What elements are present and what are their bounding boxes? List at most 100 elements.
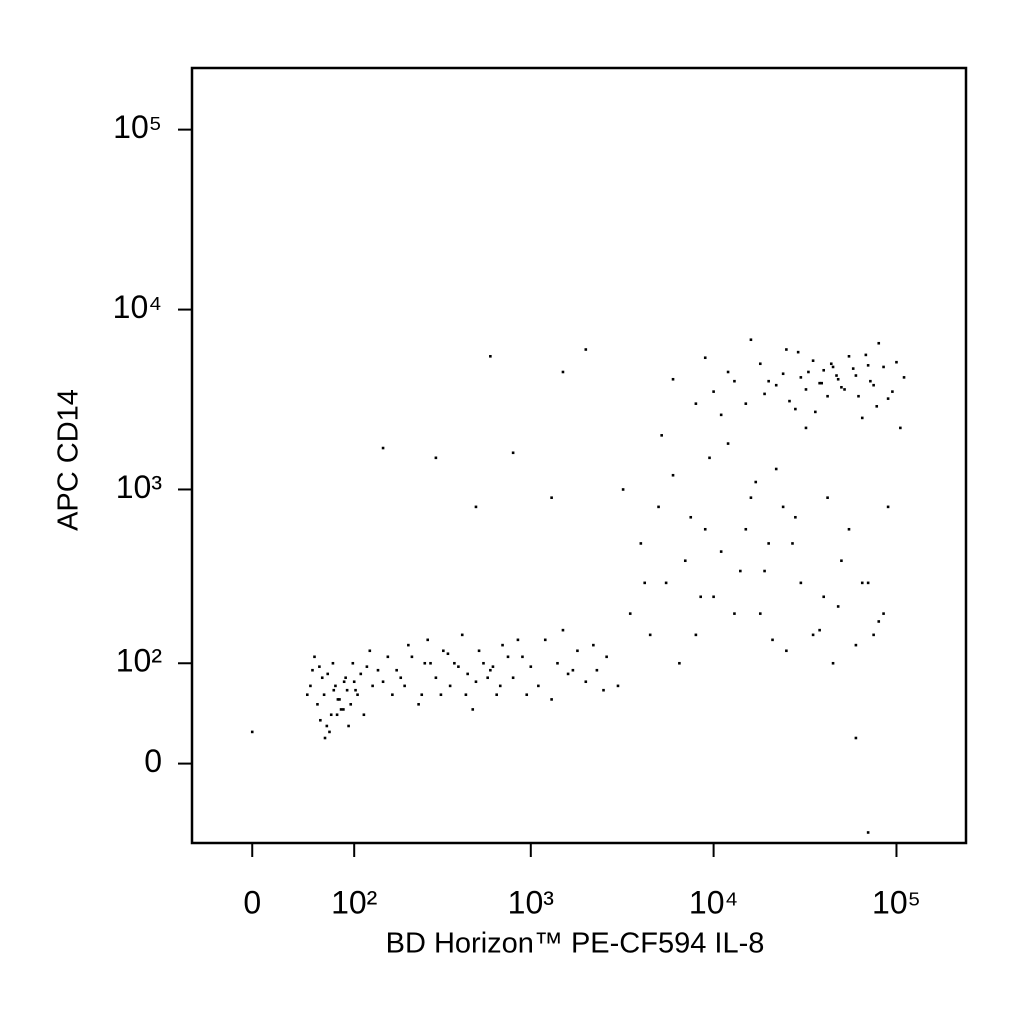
dot [771, 638, 774, 642]
x-axis-label: BD Horizon™ PE-CF594 IL-8 [386, 928, 765, 960]
dot [429, 661, 432, 665]
dot [550, 496, 553, 499]
dot [895, 360, 898, 364]
dot [457, 665, 460, 668]
dot [835, 374, 838, 377]
dot [313, 655, 316, 659]
dot [365, 665, 369, 668]
dot [854, 736, 858, 740]
dot [794, 407, 797, 411]
dot [464, 693, 468, 697]
dot [584, 680, 588, 684]
dot [474, 680, 478, 684]
dot [322, 693, 326, 697]
dot [822, 595, 825, 599]
dot [543, 638, 547, 642]
dot [471, 708, 475, 711]
dot [639, 542, 643, 545]
dot [325, 724, 329, 728]
dot [796, 350, 800, 354]
y-tick-label: 10³ [116, 469, 163, 505]
y-tick-label: 10⁴ [113, 289, 162, 325]
dot [689, 515, 693, 519]
dot [495, 693, 498, 697]
y-tick-label: 10² [116, 643, 163, 679]
dot [381, 446, 385, 450]
dot [857, 394, 860, 398]
dot [477, 649, 481, 653]
dot [561, 370, 565, 374]
dot [561, 628, 565, 632]
dot [339, 708, 343, 711]
dot [781, 372, 785, 376]
dot [788, 399, 791, 403]
dot [882, 365, 885, 369]
dot [359, 672, 363, 676]
dot [860, 416, 864, 420]
dot [785, 649, 788, 653]
dot [592, 643, 595, 647]
dot [323, 736, 327, 740]
dot [886, 505, 890, 509]
dot [537, 684, 540, 688]
dot [311, 668, 314, 672]
dot [376, 668, 380, 672]
dot [836, 377, 840, 381]
dot [877, 341, 881, 345]
dot [840, 559, 843, 563]
dot [434, 676, 438, 680]
dot [395, 668, 398, 672]
dot [643, 581, 647, 585]
dot [498, 684, 502, 688]
dot [699, 595, 702, 599]
dot [678, 661, 681, 665]
y-tick-label: 0 [144, 743, 162, 779]
dot [767, 379, 770, 383]
dot [489, 355, 492, 358]
dot [726, 442, 730, 445]
dot [671, 473, 675, 477]
dot [749, 338, 753, 342]
dot [820, 381, 823, 385]
dot [460, 633, 464, 637]
dot [344, 676, 347, 680]
dot [334, 684, 337, 688]
dot [754, 480, 758, 484]
dot [309, 684, 312, 688]
dot [869, 379, 872, 383]
dot [391, 693, 394, 697]
dot [571, 668, 575, 672]
dot [733, 612, 736, 615]
dot [826, 394, 829, 398]
dot [785, 348, 788, 351]
dot [328, 730, 331, 734]
dot [694, 402, 698, 405]
dot [616, 684, 620, 688]
dot [602, 688, 605, 692]
dot [664, 581, 668, 585]
dot [866, 364, 870, 367]
dot [501, 643, 504, 647]
dot [345, 688, 349, 692]
dot [326, 672, 330, 676]
dot [829, 362, 833, 366]
dot [474, 505, 478, 509]
dot [891, 390, 894, 393]
dot [719, 550, 723, 553]
dot [703, 527, 707, 531]
dot [822, 368, 825, 372]
dot [482, 661, 485, 665]
dot [329, 713, 333, 717]
dot [381, 680, 385, 684]
dot [882, 612, 885, 615]
dot [818, 381, 821, 385]
dot [877, 620, 881, 623]
dot [354, 688, 357, 692]
dot [250, 730, 254, 734]
dot [320, 676, 324, 680]
dot [875, 405, 879, 408]
dot [826, 496, 829, 499]
dot [831, 365, 835, 369]
